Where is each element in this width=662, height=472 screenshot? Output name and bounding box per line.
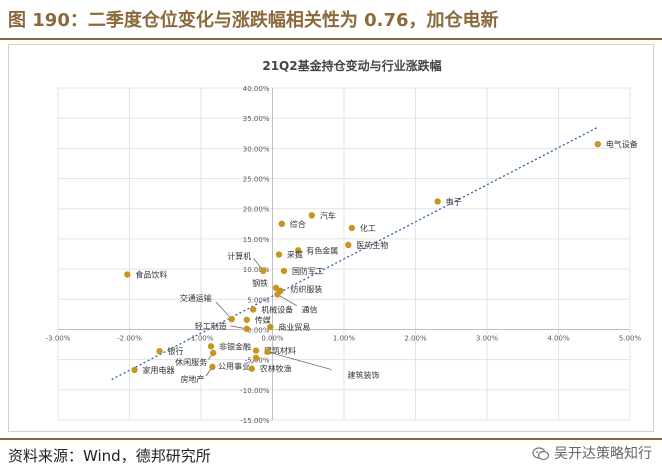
wechat-icon	[532, 447, 550, 461]
point-label: 化工	[360, 223, 376, 233]
data-point	[275, 251, 283, 258]
label-leader	[215, 301, 233, 320]
source-note: 资料来源：Wind，德邦研究所	[8, 447, 211, 465]
y-tick-label: -15.00%	[240, 417, 270, 425]
data-point	[207, 343, 215, 350]
point-label: 汽车	[320, 210, 336, 220]
point-label: 钢铁	[252, 278, 268, 288]
point-label: 食品饮料	[135, 270, 167, 280]
data-point	[124, 271, 131, 278]
y-tick-label: 20.00%	[243, 206, 270, 214]
point-label: 交通运输	[180, 293, 212, 303]
data-point	[260, 267, 267, 275]
footer-divider	[0, 438, 662, 440]
point-label: 国防军工	[292, 266, 324, 276]
point-label: 非银金融	[219, 341, 251, 351]
data-point	[274, 291, 281, 298]
point-label: 纺织服装	[290, 284, 322, 294]
data-point	[264, 348, 271, 355]
point-label: 机械设备	[261, 305, 293, 315]
data-point	[249, 306, 257, 313]
label-leader	[277, 294, 297, 307]
data-point	[280, 267, 288, 275]
x-tick-label: 3.00%	[476, 334, 499, 342]
y-tick-label: 25.00%	[243, 176, 270, 184]
point-label: 医药生物	[356, 240, 388, 250]
y-tick-label: -10.00%	[240, 387, 270, 395]
y-tick-label: 35.00%	[243, 115, 270, 123]
y-tick-label: 40.00%	[243, 85, 270, 93]
data-point	[209, 363, 216, 371]
point-label: 家用电器	[143, 365, 175, 375]
x-tick-label: 5.00%	[619, 334, 642, 342]
y-tick-label: 0.00%	[247, 326, 270, 334]
trendline	[111, 126, 599, 381]
y-tick-label: 30.00%	[243, 145, 270, 153]
data-point	[228, 315, 235, 323]
y-tick-label: 15.00%	[243, 236, 270, 244]
data-point	[252, 354, 260, 362]
point-label: 有色金属	[306, 245, 338, 255]
point-label: 农林牧渔	[260, 364, 292, 374]
x-tick-label: -3.00%	[46, 334, 71, 342]
point-label: 通信	[302, 304, 318, 314]
point-label: 传媒	[255, 315, 271, 325]
point-label: 银行	[168, 346, 184, 356]
chart-title: 21Q2基金持仓变动与行业涨跌幅	[262, 58, 441, 73]
data-point	[131, 366, 138, 374]
data-point	[243, 316, 250, 323]
chart-frame	[8, 44, 654, 432]
x-tick-label: 4.00%	[547, 334, 570, 342]
data-point	[594, 140, 602, 148]
figure-title: 图 190：二季度仓位变化与涨跌幅相关性为 0.76，加仓电新	[8, 10, 499, 31]
point-label: 休闲服务	[175, 357, 207, 367]
point-label: 建筑材料	[264, 346, 296, 356]
x-tick-label: -2.00%	[117, 334, 142, 342]
data-point	[267, 323, 274, 331]
data-point	[248, 365, 255, 372]
label-leader	[267, 351, 332, 370]
data-point	[209, 349, 217, 357]
y-tick-label: 5.00%	[247, 296, 270, 304]
point-label: 商业贸易	[278, 322, 310, 332]
point-label: 电气设备	[606, 139, 638, 149]
data-point	[156, 347, 163, 355]
point-label: 电子	[446, 196, 462, 206]
data-point	[434, 198, 441, 205]
data-point	[345, 241, 352, 249]
title-divider	[0, 38, 662, 40]
data-point	[295, 247, 302, 254]
watermark-text: 吴开达策略知行	[554, 446, 652, 462]
point-label: 计算机	[227, 251, 251, 261]
x-tick-label: -1.00%	[189, 334, 214, 342]
point-label: 采掘	[287, 250, 303, 260]
point-label: 公用事业	[218, 361, 250, 371]
point-label: 综合	[290, 219, 306, 229]
watermark: 吴开达策略知行	[532, 440, 652, 468]
point-label: 房地产	[180, 374, 204, 384]
y-tick-label: 10.00%	[243, 266, 270, 274]
x-tick-label: 1.00%	[333, 334, 356, 342]
data-point	[252, 347, 260, 354]
data-point	[308, 212, 316, 219]
point-label: 建筑装饰	[347, 370, 379, 380]
data-point	[278, 220, 285, 228]
data-point	[348, 224, 356, 232]
x-tick-label: 2.00%	[404, 334, 427, 342]
point-label: 轻工制造	[195, 321, 227, 331]
data-point	[243, 325, 250, 333]
